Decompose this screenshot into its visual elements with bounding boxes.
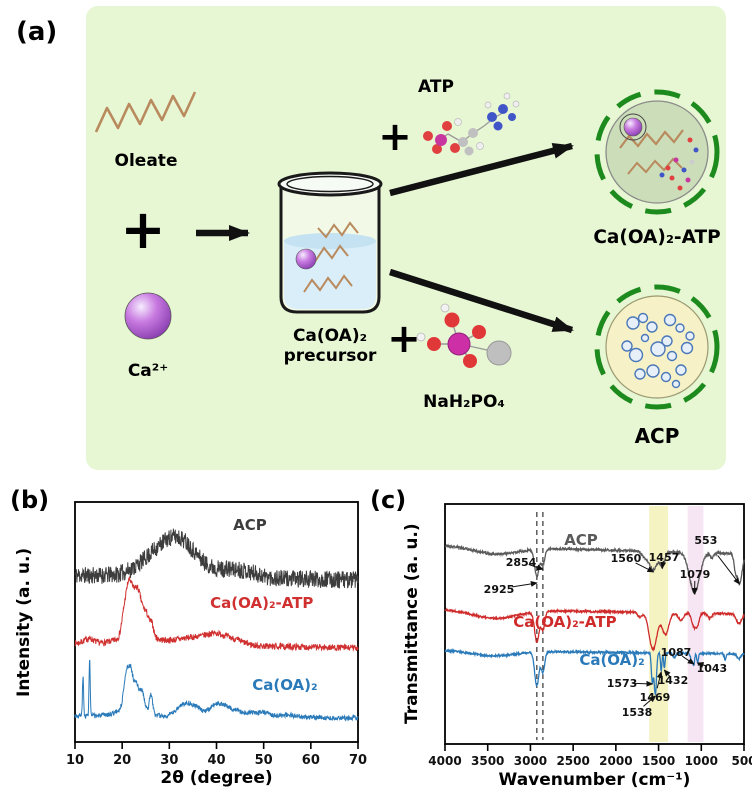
xrd-x-axis-label: 2θ (degree)	[75, 768, 358, 788]
precursor-label-line2: precursor	[284, 346, 377, 366]
x-tick-label: 3000	[514, 754, 547, 768]
product-top-label: Ca(OA)₂-ATP	[593, 227, 720, 248]
phosphate-label: NaH₂PO₄	[423, 392, 505, 412]
panel-c-ftir-chart: (c) Transmittance (a. u.) 4000 3500 3000 25…	[368, 480, 752, 796]
panel-a-schematic: (a) Oleate + Ca²⁺	[0, 0, 752, 480]
plot-frame	[75, 502, 358, 742]
panel-c-label: (c)	[370, 486, 406, 514]
x-tick-label: 10	[66, 753, 84, 768]
annotation-label: 1560	[611, 552, 642, 565]
x-tick-label: 1500	[642, 754, 675, 768]
ftir-x-axis-label: Wavenumber (cm⁻¹)	[445, 770, 744, 790]
annotation-label: 1432	[658, 674, 689, 687]
ftir-y-axis-label: Transmittance (a. u.)	[402, 504, 422, 744]
annotation-label: 1079	[680, 568, 711, 581]
annotation-arrow	[512, 583, 537, 587]
schematic-canvas: (a) Oleate + Ca²⁺	[0, 0, 752, 480]
atp-label: ATP	[418, 77, 454, 97]
x-tick-label: 2000	[599, 754, 632, 768]
xrd-series-1	[75, 577, 358, 651]
product-bottom-label: ACP	[635, 424, 680, 448]
precursor-label-line1: Ca(OA)₂	[293, 326, 367, 346]
panel-a-label: (a)	[16, 17, 57, 47]
annotation-label: 1469	[640, 691, 671, 704]
annotation-label: 2925	[484, 583, 515, 596]
xrd-plot: 10 20 30 40 50 60 70 ACP Ca(OA)₂-ATP Ca(OA)₂	[0, 480, 376, 796]
xrd-series-label-0: ACP	[233, 516, 267, 534]
x-tick-label: 40	[207, 753, 225, 768]
plus-sign-atp: +	[378, 114, 412, 160]
calcium-ion-label: Ca²⁺	[128, 361, 168, 381]
plus-sign-main: +	[120, 198, 165, 261]
ftir-series-label-0: ACP	[564, 531, 598, 549]
x-tick-label: 3500	[471, 754, 504, 768]
x-tick-label: 1000	[685, 754, 718, 768]
annotation-label: 1573	[607, 677, 638, 690]
x-tick-label: 60	[302, 753, 320, 768]
xrd-series-0	[75, 529, 358, 589]
annotation-label: 553	[694, 534, 717, 547]
x-tick-label: 30	[160, 753, 178, 768]
x-tick-label: 70	[349, 753, 367, 768]
x-tick-label: 500	[731, 754, 752, 768]
x-tick-label: 2500	[556, 754, 589, 768]
ftir-series-label-2: Ca(OA)₂	[579, 651, 644, 669]
beaker-illustration	[279, 173, 381, 312]
xrd-y-axis-label: Intensity (a. u.)	[14, 502, 34, 742]
oleate-label: Oleate	[115, 151, 178, 171]
calcium-sphere-icon	[125, 293, 171, 339]
x-tick-label: 50	[255, 753, 273, 768]
annotation-label: 1043	[697, 662, 728, 675]
annotation-label: 1457	[649, 551, 680, 564]
xrd-series-label-1: Ca(OA)₂-ATP	[210, 594, 313, 612]
annotation-label: 1538	[622, 706, 653, 719]
xrd-series-label-2: Ca(OA)₂	[252, 676, 317, 694]
ftir-plot: 4000 3500 3000 2500 2000 1500 1000 500 ACP Ca(OA)…	[368, 480, 752, 796]
annotation-label: 2854	[506, 556, 537, 569]
x-tick-label: 4000	[428, 754, 461, 768]
x-tick-label: 20	[113, 753, 131, 768]
annotation-label: 1087	[661, 646, 692, 659]
ftir-series-label-1: Ca(OA)₂-ATP	[513, 613, 616, 631]
annotation-arrow	[718, 555, 740, 583]
plus-sign-phosphate: +	[387, 316, 421, 362]
